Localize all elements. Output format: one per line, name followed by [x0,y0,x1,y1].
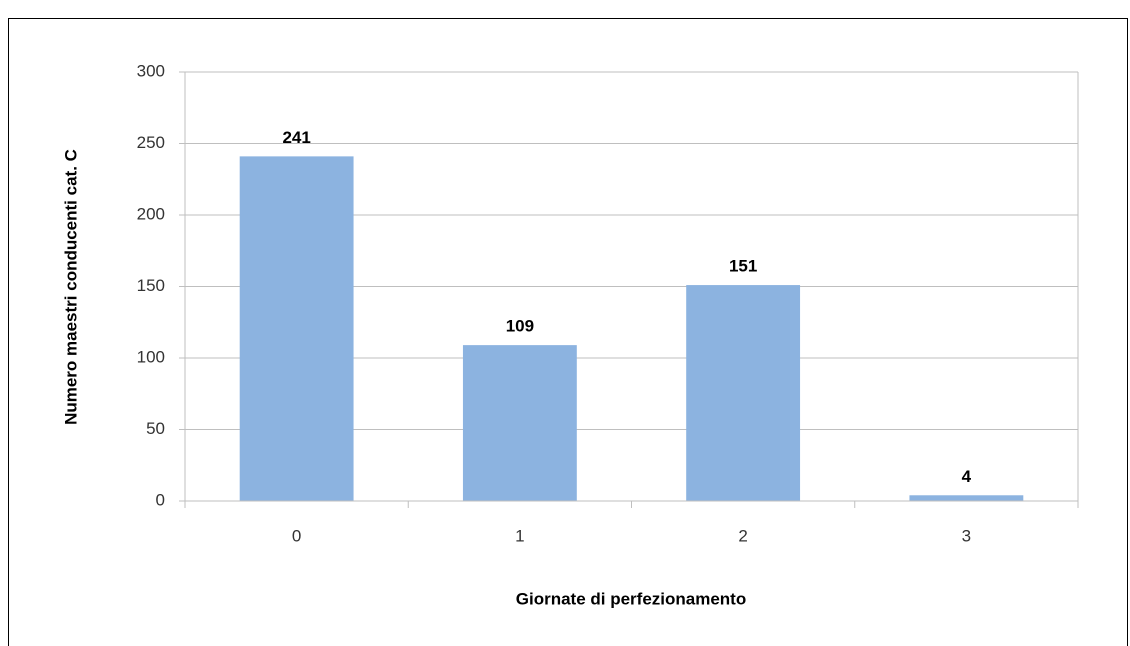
y-tick-label: 300 [137,61,165,80]
x-tick-label: 1 [515,526,524,545]
bar [239,156,354,501]
x-tick-label: 3 [962,526,971,545]
y-tick-label: 250 [137,133,165,152]
y-tick-label: 50 [146,419,165,438]
data-label: 109 [506,317,534,336]
bar [462,345,577,501]
data-label: 241 [282,128,310,147]
bar [909,495,1024,501]
y-tick-label: 200 [137,204,165,223]
y-tick-label: 100 [137,347,165,366]
bar [686,285,801,501]
x-tick-label: 0 [292,526,301,545]
x-axis-title: Giornate di perfezionamento [516,589,746,608]
x-tick-label: 2 [738,526,747,545]
data-label: 4 [962,467,972,486]
y-tick-label: 0 [156,490,165,509]
data-label: 151 [729,257,757,276]
chart-frame [8,18,1128,646]
y-axis-title: Numero maestri conducenti cat. C [61,149,80,425]
y-tick-label: 150 [137,276,165,295]
